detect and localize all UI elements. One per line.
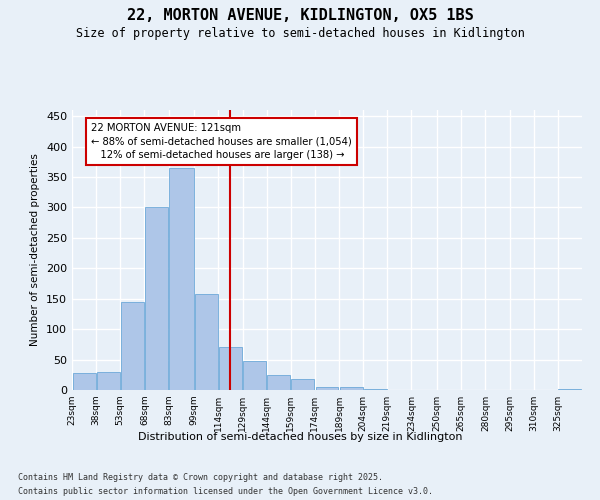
Bar <box>169 168 194 390</box>
Y-axis label: Number of semi-detached properties: Number of semi-detached properties <box>31 154 40 346</box>
Bar <box>340 387 362 390</box>
Text: Distribution of semi-detached houses by size in Kidlington: Distribution of semi-detached houses by … <box>138 432 462 442</box>
Text: Contains public sector information licensed under the Open Government Licence v3: Contains public sector information licen… <box>18 488 433 496</box>
Bar <box>97 372 119 390</box>
Text: Size of property relative to semi-detached houses in Kidlington: Size of property relative to semi-detach… <box>76 28 524 40</box>
Text: Contains HM Land Registry data © Crown copyright and database right 2025.: Contains HM Land Registry data © Crown c… <box>18 472 383 482</box>
Bar <box>121 302 144 390</box>
Bar <box>243 361 266 390</box>
Text: 22, MORTON AVENUE, KIDLINGTON, OX5 1BS: 22, MORTON AVENUE, KIDLINGTON, OX5 1BS <box>127 8 473 22</box>
Bar <box>145 208 168 390</box>
Bar <box>73 373 95 390</box>
Bar <box>219 348 242 390</box>
Bar <box>316 387 338 390</box>
Bar <box>195 294 218 390</box>
Bar <box>364 389 387 390</box>
Text: 22 MORTON AVENUE: 121sqm
← 88% of semi-detached houses are smaller (1,054)
   12: 22 MORTON AVENUE: 121sqm ← 88% of semi-d… <box>91 124 352 160</box>
Bar <box>267 375 290 390</box>
Bar <box>292 379 314 390</box>
